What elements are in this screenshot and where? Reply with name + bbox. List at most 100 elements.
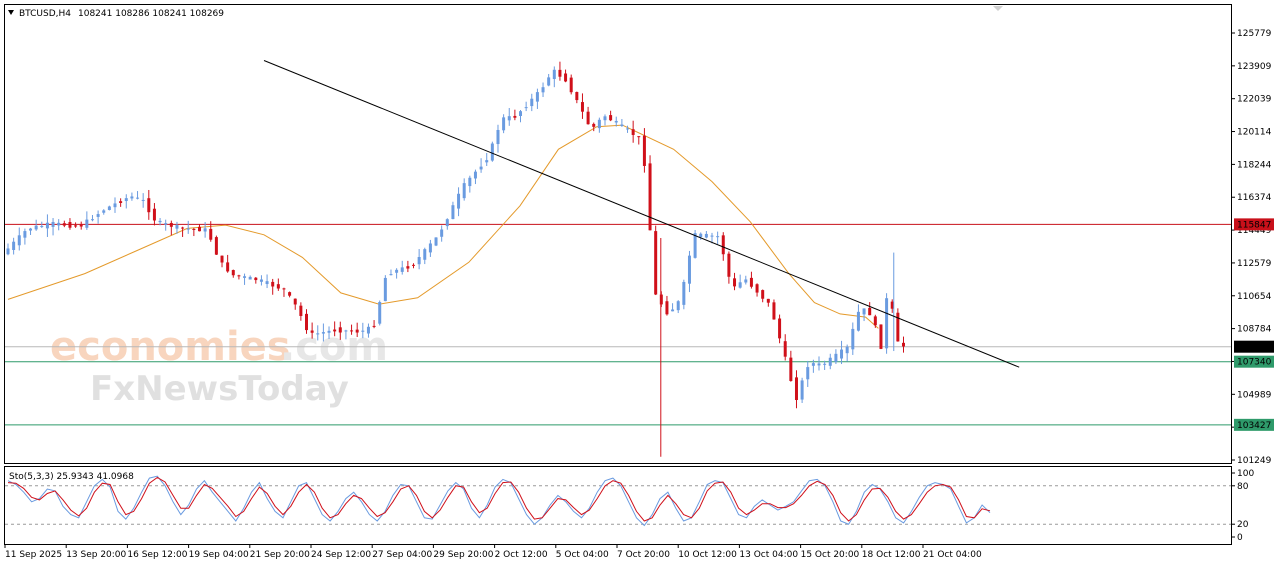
candle-body <box>282 288 286 290</box>
candle-body <box>265 281 269 285</box>
candle-body <box>856 311 860 331</box>
candle-body <box>592 123 596 127</box>
candle-body <box>783 341 787 357</box>
candle-body <box>389 274 393 276</box>
candle-body <box>40 226 44 228</box>
current-price-label: 108269 <box>1237 343 1272 353</box>
time-tick-label: 19 Sep 04:00 <box>189 550 249 560</box>
candle-body <box>62 223 66 226</box>
candle-body <box>569 77 573 93</box>
candle-body <box>789 357 793 381</box>
candle-body <box>321 332 325 334</box>
candle-body <box>192 228 196 230</box>
candle-body <box>749 277 753 287</box>
candle-body <box>186 228 190 230</box>
stochastic-title: Sto(5,3,3) 25.9343 41.0968 <box>9 472 134 482</box>
candle-body <box>68 222 72 228</box>
candle-body <box>378 302 382 324</box>
watermark-secondary: FxNewsToday <box>90 369 349 409</box>
stochastic-main-line <box>7 475 991 527</box>
candle-body <box>890 301 894 309</box>
level-badge-label: 107340 <box>1237 358 1272 368</box>
candle-body <box>738 282 742 288</box>
current-price-badge <box>1234 340 1274 353</box>
price-tick-label: 123909 <box>1237 62 1272 72</box>
price-layer <box>5 60 1231 457</box>
candle-body <box>254 277 258 281</box>
ohlc-values: 108241 108286 108241 108269 <box>78 9 224 19</box>
candle-body <box>485 160 489 163</box>
candle-body <box>716 236 720 238</box>
candle-body <box>107 206 111 210</box>
candle-body <box>676 301 680 311</box>
candle-body <box>496 129 500 145</box>
candle-body <box>896 312 900 342</box>
candle-body <box>586 111 590 125</box>
candle-body <box>671 309 675 312</box>
candle-body <box>473 171 477 179</box>
trend-line <box>263 60 1020 368</box>
candle-body <box>350 330 354 332</box>
pane-collapse-icon[interactable] <box>993 6 1003 11</box>
candle-body <box>564 73 568 82</box>
price-tick-label: 125779 <box>1237 29 1272 39</box>
candle-body <box>868 307 872 316</box>
candle-body <box>502 117 506 131</box>
candle-body <box>130 196 134 199</box>
candle-body <box>817 363 821 366</box>
candle-body <box>124 198 128 202</box>
time-tick-label: 15 Oct 20:00 <box>801 550 860 560</box>
candle-body <box>879 324 883 349</box>
candle-body <box>755 284 759 293</box>
candle-body <box>440 229 444 237</box>
candle-body <box>479 166 483 170</box>
candle-body <box>659 294 663 305</box>
candle-body <box>851 328 855 350</box>
candle-body <box>338 327 342 333</box>
price-tick-label: 120114 <box>1237 128 1272 138</box>
candle-body <box>873 316 877 326</box>
candle-body <box>457 193 461 209</box>
level-badge <box>1234 218 1274 231</box>
candle-body <box>654 231 658 295</box>
candle-body <box>288 292 292 296</box>
level-badge-label: 115847 <box>1237 220 1271 230</box>
candle-body <box>811 363 815 366</box>
candle-body <box>175 225 179 229</box>
candle-body <box>462 183 466 199</box>
price-tick-label: 114449 <box>1237 226 1272 236</box>
candle-body <box>631 129 635 135</box>
candle-body <box>626 128 630 130</box>
candle-body <box>620 124 624 127</box>
candle-body <box>344 330 348 332</box>
time-tick-label: 27 Sep 04:00 <box>372 550 432 560</box>
candle-body <box>772 302 776 320</box>
stochastic-pane-frame <box>4 466 1232 545</box>
candle-body <box>417 256 421 265</box>
candle-body <box>316 333 320 335</box>
time-tick-label: 2 Oct 12:00 <box>495 550 548 560</box>
stochastic-tick-label: 100 <box>1237 469 1254 479</box>
stochastic-tick-label: 80 <box>1237 482 1249 492</box>
candle-body <box>355 329 359 333</box>
candle-body <box>366 326 370 334</box>
candle-body <box>840 349 844 359</box>
candle-body <box>609 115 613 121</box>
time-tick-label: 16 Sep 12:00 <box>127 550 187 560</box>
candle-body <box>800 380 804 400</box>
candle-body <box>885 298 889 349</box>
watermark: economies .com FxNewsToday <box>50 324 388 409</box>
candle-body <box>333 329 337 332</box>
candle-body <box>778 318 782 339</box>
candle-body <box>226 262 230 272</box>
candle-body <box>733 278 737 287</box>
candle-body <box>243 276 247 278</box>
candle-body <box>687 255 691 284</box>
candle-body <box>490 143 494 161</box>
candle-body <box>372 325 376 327</box>
level-badge-label: 103427 <box>1237 421 1271 431</box>
candle-body <box>547 77 551 86</box>
symbol-menu-icon[interactable] <box>8 10 14 15</box>
candle-body <box>423 249 427 260</box>
time-tick-label: 21 Oct 04:00 <box>923 550 982 560</box>
